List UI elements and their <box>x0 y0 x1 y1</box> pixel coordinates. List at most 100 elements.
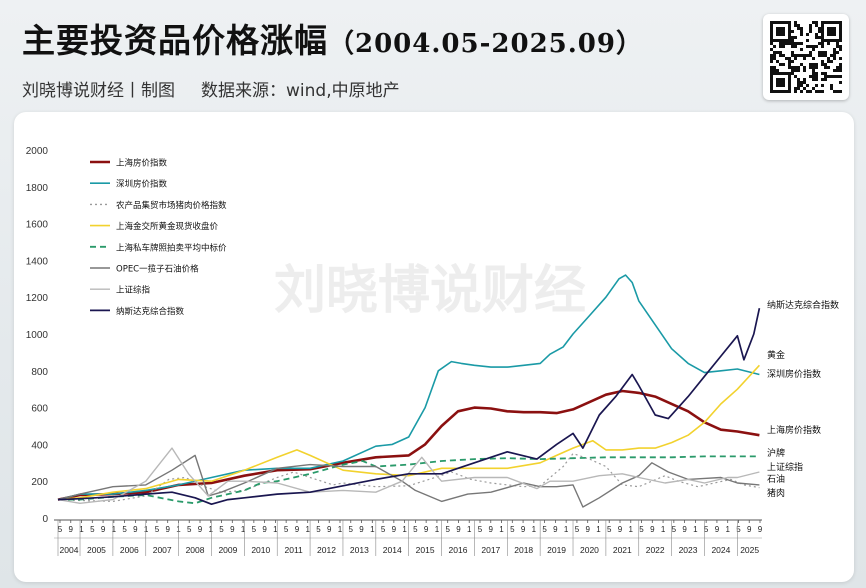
x-year-label: 2021 <box>613 545 632 555</box>
x-month-label: 5 <box>575 525 580 534</box>
x-month-label: 9 <box>133 525 138 534</box>
series-end-label: 深圳房价指数 <box>767 368 821 380</box>
y-tick-label: 800 <box>31 367 48 378</box>
series-line <box>58 455 760 505</box>
x-month-label: 1 <box>435 525 440 534</box>
x-month-label: 1 <box>596 525 601 534</box>
x-month-label: 9 <box>553 525 558 534</box>
legend-label: 上海金交所黄金现货收盘价 <box>116 221 219 232</box>
x-month-label: 1 <box>241 525 246 534</box>
x-month-label: 5 <box>349 525 354 534</box>
x-month-label: 1 <box>499 525 504 534</box>
x-month-label: 9 <box>489 525 494 534</box>
x-month-label: 1 <box>693 525 698 534</box>
y-tick-label: 1600 <box>26 220 49 231</box>
x-month-label: 5 <box>122 525 127 534</box>
x-year-label: 2004 <box>60 545 79 555</box>
x-month-label: 5 <box>316 525 321 534</box>
series-end-label: 黄金 <box>767 349 785 361</box>
x-year-label: 2017 <box>481 545 500 555</box>
x-month-label: 9 <box>262 525 267 534</box>
page-title: 主要投资品价格涨幅（2004.05-2025.09） <box>22 21 643 60</box>
x-month-label: 9 <box>359 525 364 534</box>
author-credit: 刘晓博说财经丨制图 <box>22 81 175 101</box>
x-month-label: 1 <box>273 525 278 534</box>
x-month-label: 5 <box>413 525 418 534</box>
y-tick-label: 600 <box>31 404 48 415</box>
x-month-label: 5 <box>672 525 677 534</box>
chart-card <box>14 112 854 582</box>
data-source: 数据来源：wind,中原地产 <box>201 81 400 101</box>
x-year-label: 2013 <box>350 545 369 555</box>
x-year-label: 2020 <box>580 545 599 555</box>
x-year-label: 2023 <box>679 545 698 555</box>
x-month-label: 5 <box>639 525 644 534</box>
x-year-label: 2005 <box>87 545 106 555</box>
x-year-label: 2012 <box>317 545 336 555</box>
x-month-label: 1 <box>532 525 537 534</box>
x-year-label: 2025 <box>740 545 759 555</box>
x-month-label: 9 <box>618 525 623 534</box>
x-month-label: 1 <box>209 525 214 534</box>
x-month-label: 5 <box>445 525 450 534</box>
x-month-label: 1 <box>112 525 117 534</box>
x-month-label: 1 <box>629 525 634 534</box>
series-line <box>57 274 760 501</box>
y-tick-label: 0 <box>42 514 48 525</box>
x-month-label: 9 <box>392 525 397 534</box>
series-end-label: 沪牌 <box>767 447 785 459</box>
x-month-label: 9 <box>758 525 763 534</box>
legend-label: 纳斯达克综合指数 <box>116 306 185 317</box>
y-tick-label: 400 <box>31 440 48 451</box>
x-month-label: 9 <box>327 525 332 534</box>
x-month-label: 1 <box>661 525 666 534</box>
x-year-label: 2018 <box>514 545 533 555</box>
date-range: （2004.05-2025.09） <box>328 29 643 59</box>
x-month-label: 5 <box>219 525 224 534</box>
x-month-label: 5 <box>510 525 515 534</box>
x-month-label: 9 <box>165 525 170 534</box>
x-month-label: 5 <box>155 525 160 534</box>
x-month-label: 9 <box>230 525 235 534</box>
legend-label: 上海私车牌照拍卖平均中标价 <box>116 242 227 253</box>
x-month-label: 1 <box>402 525 407 534</box>
x-month-label: 9 <box>69 525 74 534</box>
x-year-label: 2008 <box>186 545 205 555</box>
legend-label: 上证综指 <box>116 285 151 296</box>
x-month-label: 1 <box>725 525 730 534</box>
x-month-label: 9 <box>101 525 106 534</box>
legend-label: 上海房价指数 <box>116 158 168 169</box>
x-year-label: 2010 <box>251 545 270 555</box>
series-line <box>57 453 760 502</box>
y-tick-label: 2000 <box>26 146 49 157</box>
x-month-label: 9 <box>456 525 461 534</box>
x-month-label: 9 <box>682 525 687 534</box>
y-tick-label: 1200 <box>26 293 49 304</box>
series-end-label: 石油 <box>767 473 785 485</box>
x-month-label: 9 <box>650 525 655 534</box>
x-year-label: 2024 <box>711 545 730 555</box>
x-month-label: 9 <box>747 525 752 534</box>
series-end-label: 猪肉 <box>767 487 785 499</box>
x-year-label: 2009 <box>218 545 237 555</box>
x-month-label: 5 <box>736 525 741 534</box>
series-line <box>57 454 760 508</box>
x-month-label: 5 <box>252 525 257 534</box>
x-month-label: 5 <box>187 525 192 534</box>
x-year-label: 2015 <box>416 545 435 555</box>
y-tick-label: 1000 <box>26 330 49 341</box>
x-month-label: 5 <box>381 525 386 534</box>
series-line <box>57 308 761 506</box>
x-month-label: 1 <box>467 525 472 534</box>
x-year-label: 2014 <box>383 545 402 555</box>
legend-label: 农产品集贸市场猪肉价格指数 <box>116 200 227 211</box>
series-end-label: 上海房价指数 <box>767 424 821 436</box>
x-month-label: 9 <box>521 525 526 534</box>
x-month-label: 1 <box>338 525 343 534</box>
qr-code-icon <box>763 14 849 100</box>
series-line <box>57 364 760 501</box>
series-end-label: 纳斯达克综合指数 <box>767 299 839 311</box>
series-end-label: 上证综指 <box>767 461 803 473</box>
y-tick-label: 200 <box>31 477 48 488</box>
